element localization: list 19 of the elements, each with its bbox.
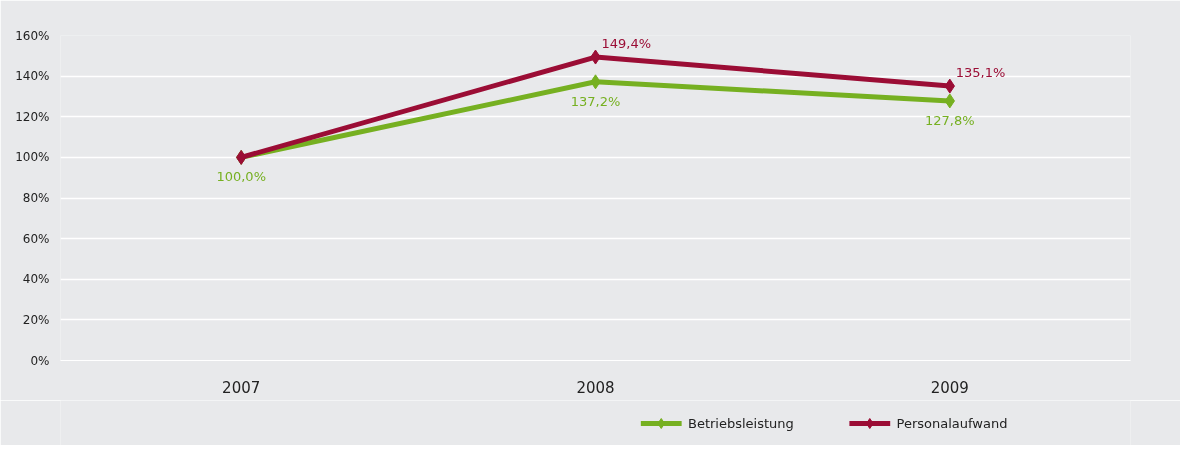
y-tick-label: 140% <box>15 69 50 84</box>
y-tick-label: 60% <box>22 231 50 246</box>
x-tick-label: 2007 <box>222 378 261 397</box>
y-tick-label: 80% <box>22 191 50 205</box>
y-tick-label: 0% <box>30 353 50 368</box>
legend-label: Personalaufwand <box>896 416 1008 431</box>
y-tick-label: 20% <box>22 312 50 327</box>
data-label: 127,8% <box>925 112 975 128</box>
y-tick-label: 100% <box>15 150 50 165</box>
y-tick-label: 120% <box>15 109 50 124</box>
y-tick-label: 40% <box>22 272 50 287</box>
data-label: 100,0% <box>216 169 266 185</box>
data-label: 135,1% <box>955 65 1006 81</box>
y-tick-label: 160% <box>15 28 50 43</box>
data-label: 149,4% <box>601 36 652 52</box>
data-label: 137,2% <box>570 93 621 109</box>
legend-label: Betriebsleistung <box>687 416 794 431</box>
x-tick-label: 2008 <box>576 378 615 397</box>
x-tick-label: 2009 <box>930 378 969 397</box>
